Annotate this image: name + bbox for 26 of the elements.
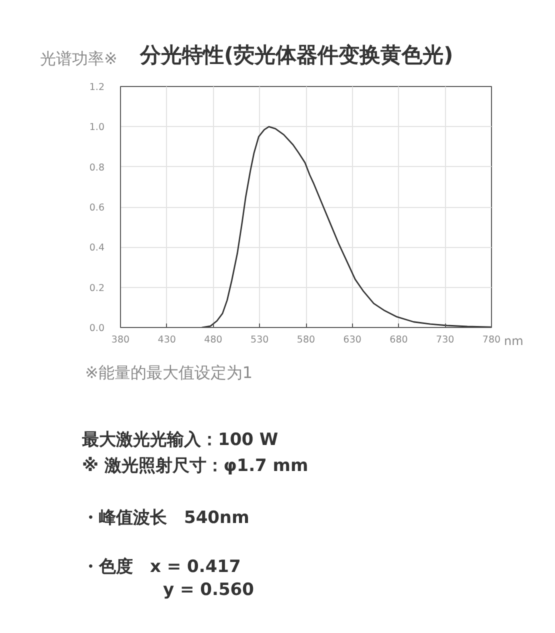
chart-title: 分光特性(荧光体器件变换黄色光) [140,43,454,68]
y-tick-label: 0.8 [89,162,104,174]
y-tick-label: 0.4 [89,242,104,254]
text: ・峰值波长 540nm [82,508,250,528]
x-tick-label: 430 [158,334,176,346]
x-tick-label: 580 [296,334,316,346]
line-series [201,126,492,328]
x-tick-label: 380 [111,334,130,346]
y-axis-title: 光谱功率※ [40,49,118,68]
x-tick-label: 780 [482,334,501,346]
x-tick-label: 730 [436,334,454,346]
x-tick-label: 680 [390,334,408,346]
text: ・色度 x = 0.417 [82,557,241,578]
y-tick-label: 1.2 [89,82,104,93]
y-tick-label: 0.6 [89,202,104,214]
y-tick-label: 0.0 [89,323,104,334]
x-tick-label: 480 [204,334,222,346]
text: ※能量的最大值设定为1 [85,363,253,382]
x-tick-label: 530 [250,334,269,346]
y-tick-label: 0.2 [89,282,104,294]
text: ※ 激光照射尺寸：φ1.7 mm [82,456,308,476]
text: 最大激光光输入：100 W [82,430,278,450]
x-tick-label: 630 [343,334,362,346]
y-tick-label: 1.0 [89,122,104,134]
text: y = 0.560 [163,580,254,600]
x-axis-title: nm [504,334,524,348]
